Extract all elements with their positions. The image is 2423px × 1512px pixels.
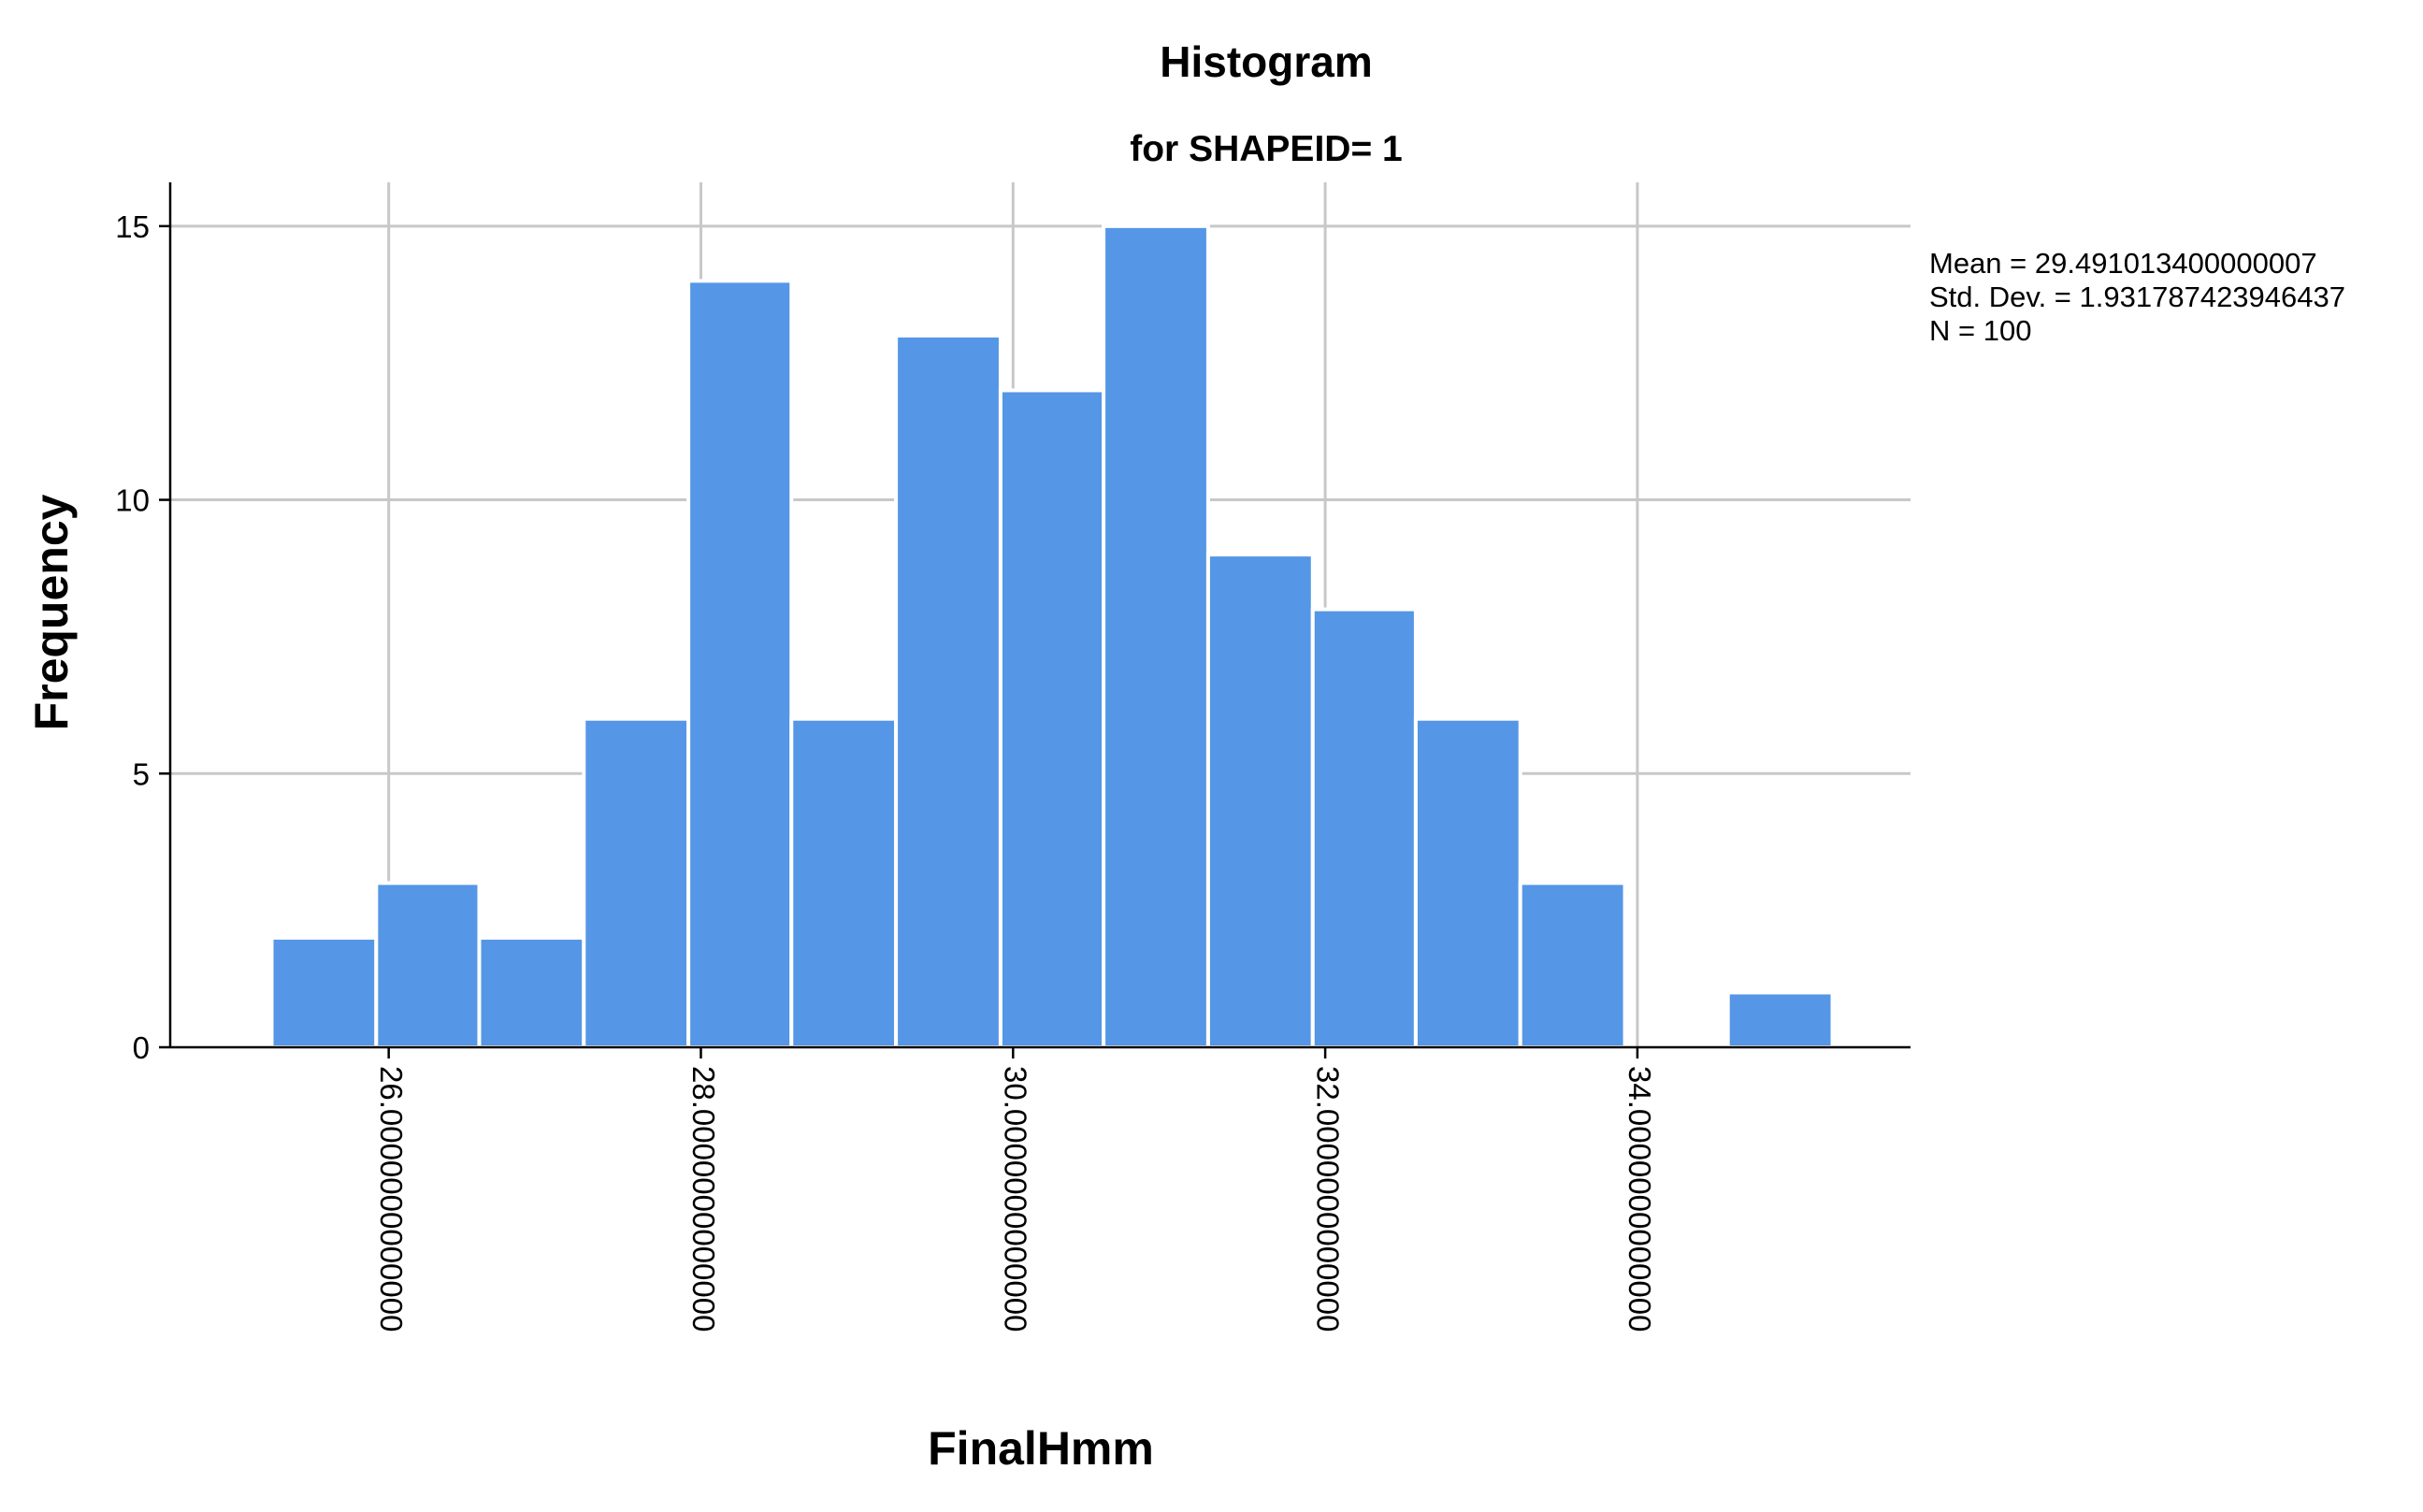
x-tick-label-1: 28.0000000000000 xyxy=(686,1066,721,1332)
x-tick-label-3: 32.0000000000000 xyxy=(1310,1066,1345,1332)
histogram-bar-9 xyxy=(1205,553,1315,1049)
histogram-bar-12 xyxy=(1518,881,1627,1049)
x-tick-label-2: 30.0000000000000 xyxy=(999,1066,1033,1332)
x-axis-ticks: 26.0000000000000 28.0000000000000 30.00000… xyxy=(374,1047,1657,1332)
stats-mean: Mean = 29.491013400000007 xyxy=(1929,247,2317,280)
histogram-bar-11 xyxy=(1413,716,1522,1049)
histogram-bar-10 xyxy=(1310,607,1418,1049)
x-axis-title: FinalHmm xyxy=(928,1422,1154,1475)
y-axis-ticks: 0 5 10 15 xyxy=(115,209,170,1065)
histogram-bar-3 xyxy=(582,716,691,1049)
statistics-box: Mean = 29.491013400000007 Std. Dev. = 1.… xyxy=(1929,247,2345,347)
y-axis-title: Frequency xyxy=(25,494,78,730)
histogram-bar-2 xyxy=(477,935,586,1049)
histogram-bar-6 xyxy=(894,333,1002,1049)
y-tick-label-1: 5 xyxy=(133,756,150,791)
histogram-bar-4 xyxy=(686,279,794,1049)
histogram-bar-0 xyxy=(269,935,379,1049)
x-tick-label-0: 26.0000000000000 xyxy=(374,1066,409,1332)
stats-n: N = 100 xyxy=(1929,314,2031,347)
chart-subtitle: for SHAPEID= 1 xyxy=(1130,129,1403,169)
chart-title: Histogram xyxy=(1160,37,1372,86)
histogram-bar-14 xyxy=(1725,990,1835,1049)
histogram-bar-8 xyxy=(1102,223,1210,1049)
y-tick-label-0: 0 xyxy=(133,1030,150,1065)
y-tick-label-2: 10 xyxy=(115,483,150,518)
histogram-bar-5 xyxy=(789,716,899,1049)
histogram-bar-1 xyxy=(374,881,482,1049)
x-tick-label-4: 34.0000000000000 xyxy=(1623,1066,1657,1332)
y-tick-label-3: 15 xyxy=(115,209,150,244)
axes xyxy=(168,182,1911,1049)
stats-std-dev: Std. Dev. = 1.931787423946437 xyxy=(1929,281,2345,313)
histogram-bar-7 xyxy=(998,388,1106,1049)
histogram-bars xyxy=(269,223,1835,1049)
